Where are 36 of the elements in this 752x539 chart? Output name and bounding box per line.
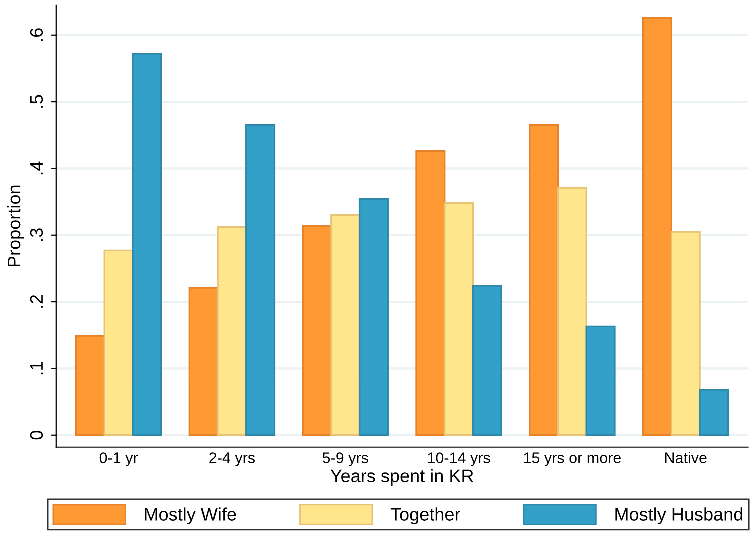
y-tick-label: .5 [30, 95, 44, 108]
x-tick-label: 2-4 yrs [210, 452, 255, 466]
bar [358, 198, 389, 436]
bar [246, 124, 276, 436]
bar [586, 326, 616, 436]
bar [642, 17, 673, 436]
bar [699, 389, 730, 436]
y-tick-label: .4 [30, 162, 43, 175]
y-axis-title: Proportion [7, 186, 24, 267]
x-tick-label: Native [665, 452, 707, 464]
legend-label: Together [390, 508, 460, 525]
bar [416, 150, 446, 436]
bar [472, 285, 502, 436]
bar [104, 250, 134, 436]
bar [302, 225, 332, 436]
bar [529, 124, 560, 436]
bar [75, 335, 106, 436]
y-tick-label: .2 [30, 295, 43, 308]
bar [217, 226, 248, 436]
x-tick-label: 5-9 yrs [322, 452, 368, 466]
y-tick-label: 0 [30, 431, 44, 440]
bar [670, 231, 701, 436]
bar [330, 214, 361, 436]
legend-label: Mostly Wife [145, 508, 236, 525]
x-axis-title: Years spent in KR [330, 469, 474, 486]
x-tick-label: 0-1 yr [100, 452, 138, 466]
y-tick-label: .1 [30, 362, 43, 375]
bar [132, 53, 162, 436]
y-tick-label: .3 [30, 228, 44, 242]
legend-label: Mostly Husband [616, 508, 743, 525]
x-tick-label: 15 yrs or more [524, 452, 622, 466]
bar [444, 202, 474, 436]
bar [188, 287, 219, 436]
x-tick-label: 10-14 yrs [428, 452, 490, 466]
bar [557, 187, 588, 436]
y-tick-label: .6 [30, 28, 44, 42]
